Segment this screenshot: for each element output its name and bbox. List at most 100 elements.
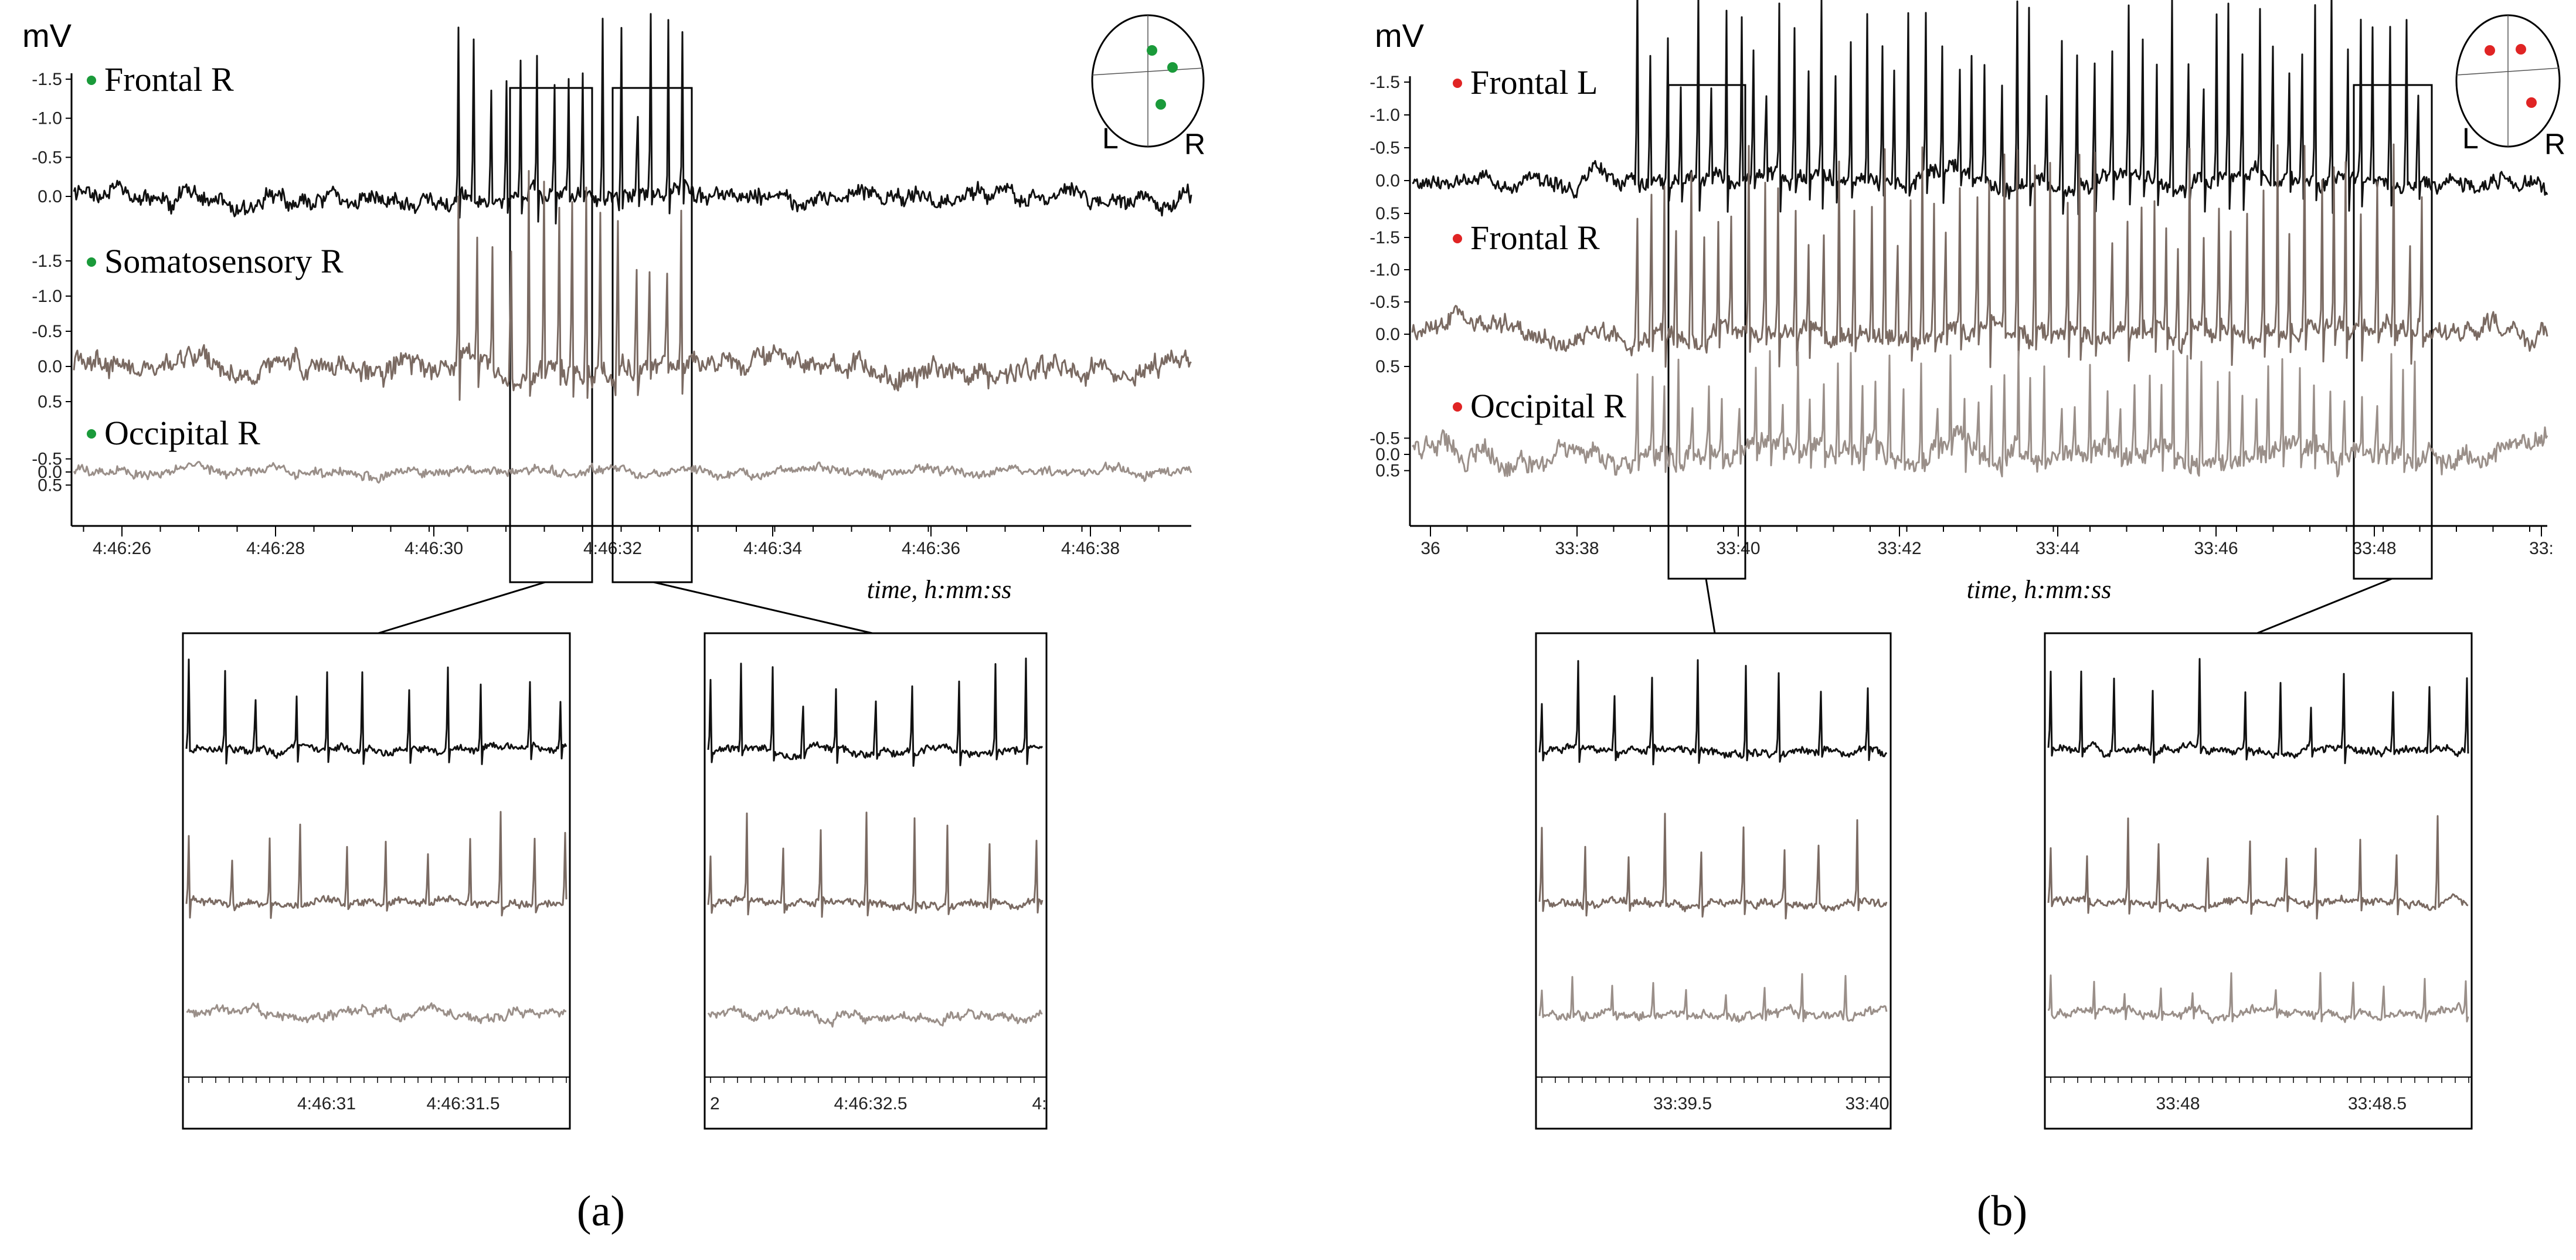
electrode-position (1156, 99, 1166, 110)
highlight-window (2353, 84, 2433, 580)
y-tick-label: -0.5 (32, 322, 62, 341)
x-tick-label: 4:46:28 (246, 539, 305, 558)
inset-tick-label: 33:39.5 (1653, 1094, 1712, 1113)
inset-tick-label: 4:46:31.5 (426, 1094, 499, 1113)
inset-series-line-0 (2047, 658, 2469, 765)
x-tick-label: 33:48 (2352, 539, 2396, 558)
panel-label: (b) (1977, 1187, 2027, 1235)
inset-series-line-1 (185, 811, 567, 919)
y-tick-label: -1.0 (32, 287, 62, 306)
y-tick-label: -0.5 (32, 148, 62, 167)
inset-series-line-2 (707, 1005, 1043, 1028)
series-line-0 (1412, 0, 2548, 215)
unit-label: mV (1375, 17, 1425, 54)
inset-series-line-1 (1538, 813, 1888, 920)
zoom-connector (378, 581, 546, 634)
x-tick-label: 4:46:30 (405, 539, 463, 558)
electrode-dot (87, 76, 96, 85)
x-tick-label: 33:40 (1716, 539, 1760, 558)
inset-1: 33:48 33:48.5 (2044, 632, 2473, 1130)
unit-label: mV (22, 17, 72, 54)
series-group: Frontal L Frontal R Occipital R (1453, 63, 1626, 425)
y-tick-label: 0.0 (38, 357, 62, 376)
y-tick-label: 0.0 (38, 463, 62, 482)
panel-b: -1.5-1.0-0.50.00.5-1.5-1.0-0.50.00.5-0.5… (1369, 14, 2565, 1235)
y-tick-label: -0.5 (1369, 138, 1400, 158)
highlight-window (509, 87, 593, 583)
highlight-window (611, 87, 693, 583)
series-label: Frontal R (1470, 219, 1600, 257)
x-axis: 36 33:38 33:40 33:42 33:44 33:46 33:48 33: time,… (1410, 525, 2554, 604)
series-group: Frontal R Somatosensory R Occipital R (87, 60, 344, 452)
x-axis-title: time, h:mm:ss (1967, 575, 2112, 604)
x-tick-label: 33:44 (2035, 539, 2079, 558)
electrode-dot (1453, 402, 1462, 412)
inset-tick-label: 33:48.5 (2348, 1094, 2407, 1113)
electrode-dot (1453, 79, 1462, 88)
series-line-1 (73, 170, 1192, 401)
inset-series-line-2 (2047, 972, 2469, 1024)
y-tick-label: -0.5 (1369, 293, 1400, 312)
y-tick-label: -1.5 (1369, 228, 1400, 247)
series-label: Frontal R (104, 60, 234, 99)
inset-series-line-0 (185, 658, 567, 765)
y-axis: -1.5-1.0-0.50.0-1.5-1.0-0.50.00.5-0.50.0… (32, 70, 73, 526)
x-tick-label: 4:46:38 (1061, 539, 1120, 558)
inset-series-line-0 (1538, 659, 1888, 766)
y-tick-label: 0.0 (1375, 445, 1400, 464)
y-tick-label: 0.5 (1375, 461, 1400, 481)
y-tick-label: -1.5 (32, 70, 62, 89)
y-tick-label: -1.0 (1369, 106, 1400, 125)
electrode-dot (1453, 234, 1462, 243)
y-tick-label: 0.5 (38, 392, 62, 412)
series-line-1 (1411, 143, 2548, 368)
series-label: Occipital R (1470, 387, 1626, 425)
inset-0: 33:39.5 33:40 (1535, 632, 1892, 1130)
y-tick-label: 0.0 (1375, 171, 1400, 191)
zoom-connector (2256, 578, 2393, 634)
x-tick-label: 33:38 (1555, 539, 1599, 558)
inset-edge-label: 4: (1032, 1094, 1046, 1113)
head-label-left: L (2462, 122, 2479, 155)
electrode-position (1167, 62, 1178, 73)
x-tick-label: 33: (2529, 539, 2554, 558)
electrode-position (2516, 44, 2526, 55)
x-tick-label: 4:46:36 (902, 539, 960, 558)
y-tick-label: -1.5 (32, 252, 62, 271)
head-coronal-line (2456, 67, 2560, 76)
y-tick-label: -1.5 (1369, 73, 1400, 92)
inset-tick-label: 33:48 (2156, 1094, 2200, 1113)
electrode-dot (87, 257, 96, 267)
electrode-dot (87, 429, 96, 439)
series-label: Somatosensory R (104, 242, 344, 280)
zoom-connector (1705, 578, 1716, 634)
series-label: Frontal L (1470, 63, 1598, 101)
x-tick-label: 33:42 (1877, 539, 1921, 558)
y-tick-label: -1.0 (1369, 260, 1400, 280)
inset-series-line-2 (186, 1002, 567, 1024)
x-tick-label: 33:46 (2194, 539, 2238, 558)
panel-label: (a) (577, 1187, 625, 1235)
head-coronal-line (1092, 67, 1204, 76)
electrode-position (2526, 97, 2537, 108)
series-label: Occipital R (104, 414, 260, 452)
y-tick-label: -1.0 (32, 109, 62, 128)
series-line-2 (73, 461, 1192, 484)
series-line-0 (73, 13, 1192, 225)
head-label-right: R (2544, 128, 2565, 161)
y-tick-label: 0.5 (1375, 204, 1400, 223)
inset-series-line-1 (707, 811, 1044, 918)
inset-frame (182, 632, 571, 1130)
electrode-position (1147, 45, 1157, 56)
y-tick-label: 0.0 (1375, 325, 1400, 344)
head-label-right: R (1184, 128, 1205, 161)
inset-edge-label: 2 (710, 1094, 720, 1113)
inset-series-line-2 (1538, 973, 1888, 1023)
inset-series-line-0 (707, 657, 1044, 767)
inset-0: 4:46:31 4:46:31.5 (182, 632, 571, 1130)
y-tick-label: 0.5 (1375, 357, 1400, 376)
inset-frame (1535, 632, 1892, 1130)
